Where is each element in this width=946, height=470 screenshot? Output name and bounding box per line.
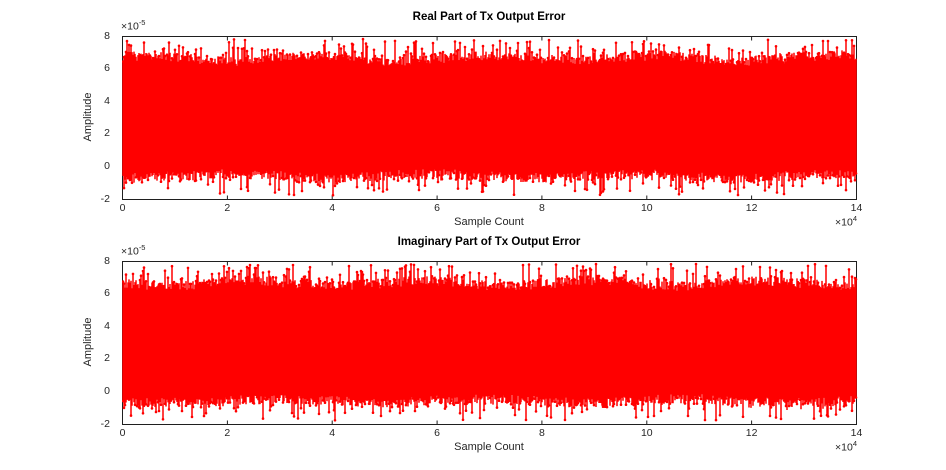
y-tick-label: -2 <box>100 417 110 430</box>
x-axis-exponent: ×104 <box>835 215 857 229</box>
x-exponent-base: ×10 <box>835 441 853 454</box>
plot-area-real <box>122 36 858 200</box>
x-tick-label: 12 <box>745 427 758 439</box>
x-tick-label: 4 <box>329 427 336 439</box>
plot-title-real: Real Part of Tx Output Error <box>412 11 566 23</box>
plot-area-imaginary <box>122 261 858 425</box>
plot-title-imaginary: Imaginary Part of Tx Output Error <box>397 236 581 248</box>
x-tick-label: 14 <box>850 202 863 214</box>
y-tick-label: 2 <box>104 352 110 365</box>
y-tick-label: 8 <box>104 29 110 42</box>
y-tick-labels: 8 6 4 2 0 -2 <box>0 255 116 430</box>
y-exponent-base: ×10 <box>121 245 139 258</box>
x-tick-label: 6 <box>434 427 440 439</box>
x-tick-label: 0 <box>119 202 126 214</box>
x-tick-label: 10 <box>640 427 653 439</box>
y-tick-label: -2 <box>100 192 110 205</box>
y-tick-label: 4 <box>104 319 110 332</box>
x-tick-label: 2 <box>224 202 231 214</box>
y-axis-exponent: ×10-5 <box>121 19 145 33</box>
y-tick-label: 0 <box>104 159 110 172</box>
x-tick-label: 8 <box>539 427 545 439</box>
x-exponent-power: 4 <box>852 439 857 448</box>
x-tick-labels: 0 2 4 6 8 10 12 14 <box>119 426 863 440</box>
x-tick-labels: 0 2 4 6 8 10 12 14 <box>119 201 863 215</box>
y-tick-label: 2 <box>104 127 110 140</box>
y-tick-labels: 8 6 4 2 0 -2 <box>0 30 116 205</box>
x-tick-label: 2 <box>224 427 231 439</box>
x-tick-label: 12 <box>745 202 758 214</box>
y-tick-label: 4 <box>104 94 110 107</box>
x-axis-label: Sample Count <box>454 441 524 453</box>
x-tick-label: 4 <box>329 202 336 214</box>
x-tick-label: 6 <box>434 202 440 214</box>
plot-imaginary-part: Imaginary Part of Tx Output Error ×10-5 … <box>0 225 946 460</box>
y-axis-exponent: ×10-5 <box>121 244 145 258</box>
y-tick-label: 6 <box>104 62 110 75</box>
plot-real-part: Real Part of Tx Output Error ×10-5 Ampli… <box>0 11 863 229</box>
y-tick-label: 8 <box>104 254 110 267</box>
y-exponent-power: -5 <box>138 243 146 252</box>
x-axis-exponent: ×104 <box>835 440 857 454</box>
y-tick-label: 0 <box>104 384 110 397</box>
y-exponent-power: -5 <box>138 18 146 27</box>
x-tick-label: 8 <box>539 202 545 214</box>
x-exponent-base: ×10 <box>835 216 853 229</box>
x-exponent-power: 4 <box>852 214 857 223</box>
y-exponent-base: ×10 <box>121 20 139 33</box>
x-tick-label: 14 <box>850 427 863 439</box>
x-axis-label: Sample Count <box>454 216 524 228</box>
y-tick-label: 6 <box>104 287 110 300</box>
x-tick-label: 10 <box>640 202 653 214</box>
x-tick-label: 0 <box>119 427 126 439</box>
